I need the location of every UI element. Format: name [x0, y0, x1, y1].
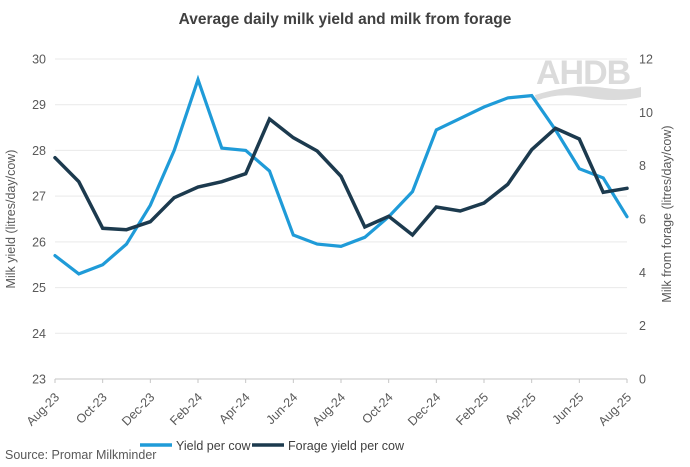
- left-axis-tick-label: 30: [32, 53, 46, 67]
- legend-item-forage[interactable]: Forage yield per cow: [252, 439, 405, 453]
- left-axis-tick-label: 28: [32, 144, 46, 158]
- ahdb-watermark: AHDB: [535, 54, 641, 101]
- chart-title: Average daily milk yield and milk from f…: [179, 11, 512, 28]
- right-axis-tick-label: 2: [639, 319, 646, 333]
- left-axis-tick-label: 23: [32, 373, 46, 387]
- data-series: [53, 74, 629, 276]
- x-axis-tick-label: Apr-25: [502, 390, 538, 426]
- right-axis-tick-label: 12: [639, 53, 653, 67]
- forage-line: [53, 116, 629, 238]
- x-axis-tick-label: Aug-24: [310, 390, 348, 428]
- x-axis-tick-label: Oct-24: [359, 390, 395, 426]
- left-axis-tick-label: 24: [32, 327, 46, 341]
- left-axis-tick-label: 27: [32, 190, 46, 204]
- x-axis-tick-label: Dec-23: [119, 390, 157, 428]
- forage-legend-label: Forage yield per cow: [288, 439, 405, 453]
- source-note: Source: Promar Milkminder: [5, 448, 156, 462]
- ahdb-watermark-swoosh: [535, 86, 641, 101]
- x-axis-tick-label: Aug-25: [596, 390, 634, 428]
- legend: Yield per cow Forage yield per cow: [140, 439, 405, 453]
- right-axis-tick-label: 10: [639, 106, 653, 120]
- x-axis-tick-label: Jun-24: [264, 390, 301, 427]
- left-axis-tick-label: 29: [32, 98, 46, 112]
- yield-legend-label: Yield per cow: [176, 439, 252, 453]
- x-axis-tick-label: Oct-23: [73, 390, 109, 426]
- gridlines: [55, 58, 627, 334]
- x-axis-tick-label: Apr-24: [216, 390, 252, 426]
- right-axis-title: Milk from forage (litres/day/cow): [660, 125, 674, 302]
- right-axis-tick-label: 4: [639, 266, 646, 280]
- left-axis-title: Milk yield (litres/day/cow): [4, 150, 18, 289]
- x-axis-tick-label: Dec-24: [405, 390, 443, 428]
- x-axis-tick-label: Feb-25: [453, 390, 491, 428]
- right-axis-tick-label: 0: [639, 373, 646, 387]
- right-axis-tick-label: 6: [639, 213, 646, 227]
- legend-item-yield[interactable]: Yield per cow: [140, 439, 252, 453]
- left-axis-tick-label: 25: [32, 281, 46, 295]
- x-axis-tick-label: Aug-23: [24, 390, 62, 428]
- ahdb-watermark-text: AHDB: [536, 54, 631, 92]
- right-axis-tick-label: 8: [639, 159, 646, 173]
- x-axis-tick-label: Jun-25: [550, 390, 587, 427]
- axes: [54, 378, 628, 383]
- yield-line: [53, 74, 629, 276]
- left-axis-tick-label: 26: [32, 235, 46, 249]
- x-axis-tick-label: Feb-24: [167, 390, 205, 428]
